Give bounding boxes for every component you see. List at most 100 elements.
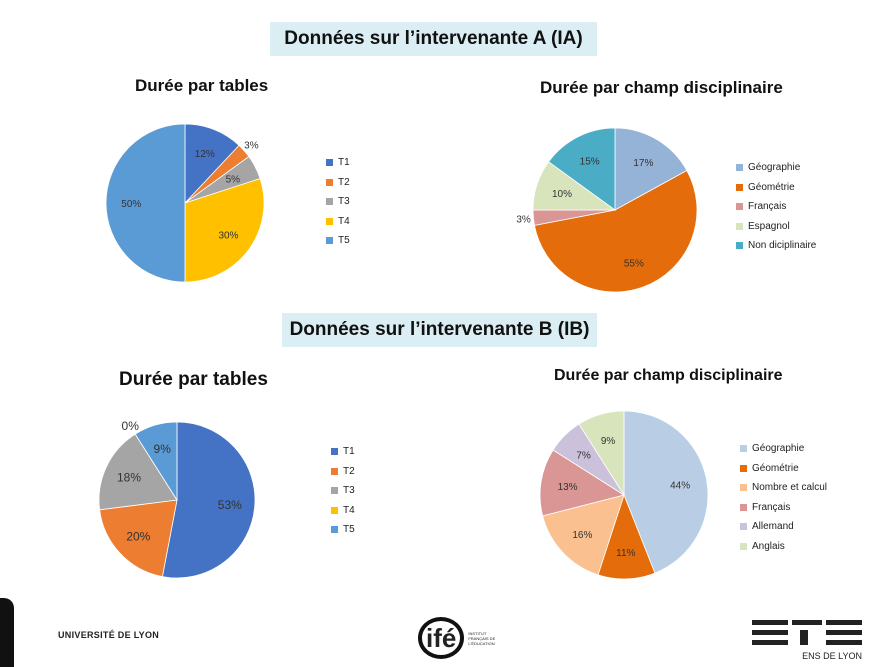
data-label-a_tables-4: 50%	[121, 199, 141, 210]
pie-slice-b_tables-0	[161, 421, 256, 579]
legend-item: T1	[326, 153, 350, 173]
data-label-a_champ-4: 15%	[580, 156, 600, 167]
legend-label: Français	[748, 201, 787, 213]
data-label-a_champ-0: 17%	[633, 158, 653, 169]
legend-label: Nombre et calcul	[752, 482, 828, 494]
legend-swatch	[736, 183, 743, 191]
legend-label: T3	[343, 485, 355, 497]
data-label-a_tables-1: 3%	[244, 140, 259, 151]
legend-item: T3	[331, 481, 355, 501]
legend-swatch	[736, 242, 743, 250]
legend-item: T2	[331, 462, 355, 482]
legend-swatch	[736, 222, 743, 230]
legend-label: T1	[343, 446, 355, 458]
legend-item: Géographie	[740, 439, 827, 459]
legend-swatch	[736, 203, 743, 211]
pie-slice-a_champ-1	[533, 169, 698, 293]
legend-swatch	[326, 159, 333, 167]
decorative-bar	[0, 598, 14, 667]
data-label-b_tables-3: 0%	[122, 419, 140, 433]
legend-label: Géométrie	[752, 462, 799, 474]
legend-item: Nombre et calcul	[740, 478, 827, 498]
legend-item: T4	[331, 501, 355, 521]
data-label-a_champ-1: 55%	[624, 258, 644, 269]
legend-item: Français	[740, 498, 827, 518]
legend-label: T3	[338, 196, 350, 208]
legend-swatch	[740, 503, 747, 511]
pie-slice-b_champ-3	[539, 449, 625, 517]
legend-item: Non diciplinaire	[736, 236, 816, 256]
logo-universite-de-lyon: UNIVERSITÉ DE LYON	[58, 630, 160, 640]
legend-item: Espagnol	[736, 217, 816, 237]
legend-a-champ: Géographie Géométrie Français Espagnol Non d…	[736, 158, 816, 256]
legend-item: T1	[331, 442, 355, 462]
legend-label: Géométrie	[748, 181, 795, 193]
legend-label: Géographie	[748, 162, 801, 174]
legend-b-tables: T1 T2 T3 T4 T5	[331, 442, 355, 540]
logo-ens-de-lyon: ENS DE LYON	[752, 620, 862, 661]
legend-label: T2	[338, 176, 350, 188]
data-label-a_tables-3: 30%	[218, 231, 238, 242]
legend-item: Français	[736, 197, 816, 217]
data-label-b_champ-4: 7%	[576, 451, 591, 462]
legend-item: Géométrie	[740, 459, 827, 479]
legend-label: T5	[338, 235, 350, 247]
data-label-a_tables-0: 12%	[195, 149, 215, 160]
data-label-b_champ-1: 11%	[616, 548, 635, 559]
legend-label: Anglais	[752, 540, 785, 552]
data-label-b_tables-4: 9%	[154, 442, 172, 456]
data-label-a_champ-3: 10%	[552, 189, 572, 200]
legend-swatch	[331, 506, 338, 514]
legend-item: T4	[326, 212, 350, 232]
legend-label: T1	[338, 157, 350, 169]
pie-slice-b_tables-1	[99, 499, 178, 578]
logo-ife-subtitle: INSTITUT FRANÇAIS DE L'ÉDUCATION	[468, 630, 496, 646]
legend-swatch	[740, 484, 747, 492]
legend-label: Allemand	[752, 521, 794, 533]
data-label-b_tables-1: 20%	[126, 529, 150, 543]
legend-item: T3	[326, 192, 350, 212]
legend-swatch	[740, 523, 747, 531]
legend-label: T5	[343, 524, 355, 536]
chart-title-b-tables: Durée par tables	[119, 369, 268, 390]
pie-slice-a_champ-0	[614, 127, 688, 211]
legend-item: Allemand	[740, 517, 827, 537]
chart-title-a-champ: Durée par champ disciplinaire	[540, 78, 783, 97]
pie-slice-a_tables-3	[184, 178, 265, 283]
banner-a: Données sur l’intervenante A (IA)	[270, 22, 597, 56]
legend-item: T2	[326, 173, 350, 193]
legend-item: Géométrie	[736, 178, 816, 198]
legend-swatch	[331, 448, 338, 456]
chart-title-a-tables: Durée par tables	[135, 76, 269, 95]
legend-swatch	[331, 526, 338, 534]
legend-swatch	[326, 217, 333, 225]
legend-swatch	[736, 164, 743, 172]
data-label-b_champ-0: 44%	[670, 480, 690, 491]
pie-slice-b_champ-5	[578, 410, 625, 497]
legend-item: T5	[326, 231, 350, 251]
data-label-b_champ-3: 13%	[558, 482, 578, 493]
legend-item: T5	[331, 520, 355, 540]
legend-item: Géographie	[736, 158, 816, 178]
pie-slice-b_champ-0	[623, 410, 709, 574]
logo-ife-mark: ifé	[418, 617, 465, 659]
data-label-b_tables-0: 53%	[218, 498, 242, 512]
ens-mark	[752, 620, 862, 645]
legend-swatch	[331, 467, 338, 475]
legend-b-champ: Géographie Géométrie Nombre et calcul Franç…	[740, 439, 827, 556]
legend-a-tables: T1 T2 T3 T4 T5	[326, 153, 350, 251]
legend-swatch	[326, 178, 333, 186]
legend-swatch	[740, 464, 747, 472]
legend-swatch	[326, 198, 333, 206]
data-label-b_champ-5: 9%	[601, 436, 616, 447]
pie-slice-a_champ-4	[548, 127, 616, 211]
legend-item: Anglais	[740, 537, 827, 557]
pie-slice-a_tables-0	[184, 123, 240, 205]
data-label-a_tables-2: 5%	[226, 175, 241, 186]
logo-ife: ifé INSTITUT FRANÇAIS DE L'ÉDUCATION	[418, 617, 498, 659]
legend-label: T4	[338, 215, 350, 227]
pie-slice-b_tables-4	[134, 421, 178, 502]
legend-swatch	[331, 487, 338, 495]
legend-label: T4	[343, 504, 355, 516]
